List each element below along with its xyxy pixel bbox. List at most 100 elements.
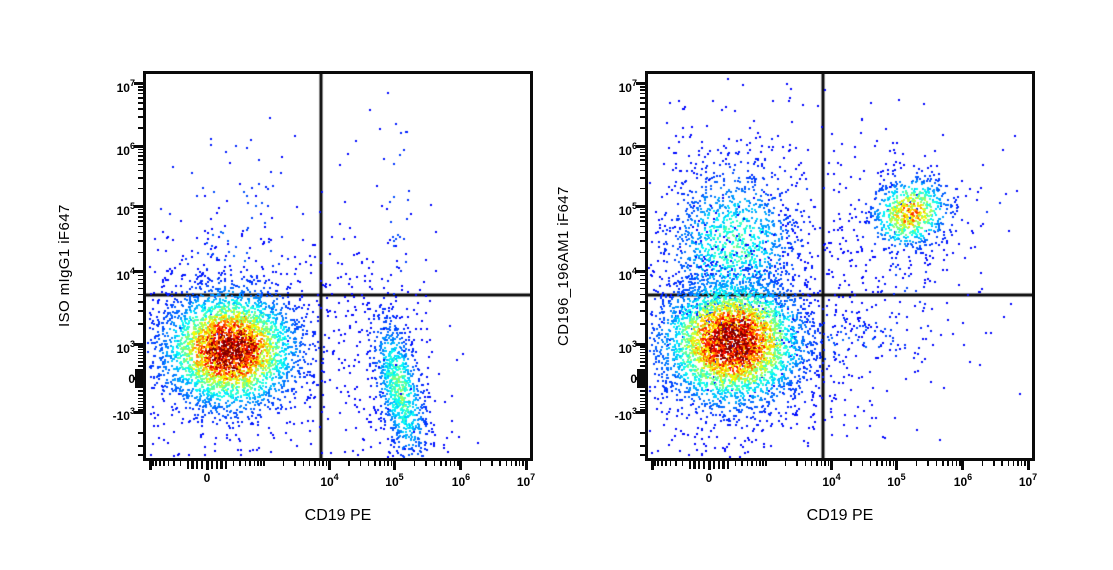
x-tick (981, 461, 984, 466)
x-tick (249, 461, 251, 466)
y-tick (640, 92, 645, 95)
x-tick (282, 461, 285, 466)
y-tick (134, 205, 143, 209)
y-tick (640, 351, 645, 354)
x-tick (707, 461, 711, 470)
y-tick (637, 381, 645, 385)
y-tick (138, 406, 143, 409)
x-tick (152, 461, 154, 466)
x-tick-label: 105 (385, 472, 404, 489)
y-tick (636, 410, 645, 414)
y-tick (138, 148, 143, 151)
y-tick (640, 151, 645, 154)
y-tick (138, 361, 143, 363)
x-tick (784, 461, 787, 466)
x-tick (348, 461, 350, 466)
y-tick (138, 287, 143, 290)
y-tick (138, 409, 143, 411)
y-tick (135, 381, 143, 385)
scatter-canvas (648, 74, 1032, 458)
x-tick (830, 461, 833, 470)
x-tick (675, 461, 677, 466)
y-tick (640, 357, 645, 360)
y-tick (138, 354, 143, 357)
x-tick (390, 461, 393, 466)
y-tick (135, 372, 143, 376)
y-tick (135, 375, 143, 378)
x-tick (827, 461, 830, 466)
y-tick (138, 177, 143, 179)
x-tick (861, 461, 864, 466)
y-tick (138, 432, 143, 434)
y-tick (138, 102, 143, 104)
y-tick (640, 403, 645, 406)
y-tick (138, 445, 143, 447)
x-tick (935, 461, 938, 466)
x-tick (927, 461, 929, 466)
x-tick (325, 461, 328, 466)
x-tick (453, 461, 456, 466)
x-tick (263, 461, 265, 466)
x-tick (693, 461, 696, 469)
x-tick (515, 461, 517, 466)
y-tick (134, 82, 143, 86)
y-tick (640, 445, 645, 447)
x-tick (1012, 461, 1015, 466)
y-tick-label: 103 (116, 338, 135, 356)
y-tick (138, 89, 143, 91)
y-tick (138, 346, 143, 348)
y-tick (636, 270, 645, 274)
x-tick (850, 461, 852, 466)
x-tick (210, 461, 214, 469)
y-tick (636, 377, 645, 380)
x-tick (654, 461, 656, 466)
y-tick (640, 108, 645, 110)
y-tick (640, 282, 645, 285)
x-tick (491, 461, 493, 466)
y-tick-label: -103 (614, 406, 637, 424)
x-tick (374, 461, 376, 466)
x-tick (762, 461, 764, 466)
x-tick (942, 461, 944, 466)
x-tick (314, 461, 316, 466)
x-tick (440, 461, 442, 466)
y-tick (640, 177, 645, 179)
y-tick (637, 383, 645, 387)
y-tick (138, 187, 143, 190)
x-tick (294, 461, 296, 466)
y-tick (640, 394, 645, 396)
x-tick (681, 461, 684, 466)
y-tick (138, 293, 143, 296)
y-tick (640, 301, 645, 303)
x-tick-label: 0 (203, 471, 211, 485)
x-tick (1024, 461, 1026, 466)
y-tick (138, 163, 143, 166)
x-tick (915, 461, 918, 466)
x-tick (322, 461, 324, 466)
x-tick (200, 461, 204, 469)
y-tick (138, 216, 143, 218)
y-tick (640, 116, 645, 118)
y-tick (640, 293, 645, 296)
y-tick (640, 240, 645, 242)
x-tick (159, 461, 161, 466)
y-tick-label: 0 (128, 371, 135, 386)
x-tick (796, 461, 798, 466)
y-tick (138, 394, 143, 396)
x-tick (510, 461, 513, 466)
x-tick (148, 461, 152, 470)
y-tick-label: 105 (116, 200, 135, 218)
y-tick (138, 92, 143, 95)
x-tick (392, 461, 396, 470)
y-tick (640, 127, 645, 129)
y-tick (135, 368, 143, 372)
y-tick (640, 346, 645, 348)
x-tick (518, 461, 521, 466)
x-tick (650, 461, 654, 470)
y-tick-label: 106 (116, 140, 135, 158)
y-tick (138, 251, 143, 254)
y-tick (138, 274, 143, 277)
y-tick (138, 86, 143, 88)
x-tick (449, 461, 452, 466)
y-tick (138, 323, 143, 325)
